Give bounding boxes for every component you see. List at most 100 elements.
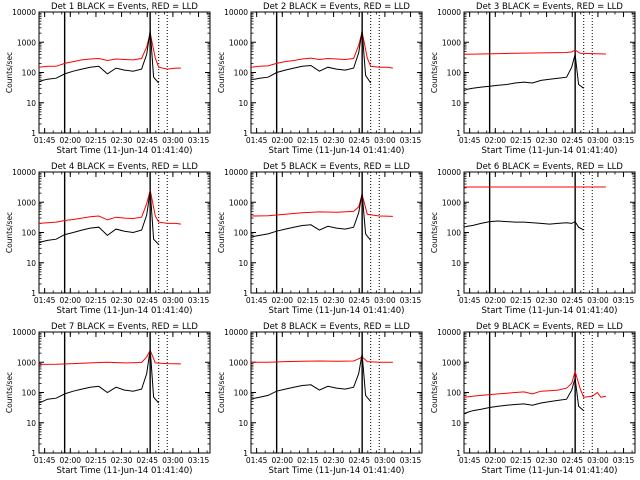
x-tick-label: 03:00	[374, 456, 396, 465]
y-tick-label: 100	[234, 389, 249, 398]
chart-title: Det 7 BLACK = Events, RED = LLD	[51, 322, 198, 332]
y-tick-label: 100	[447, 229, 462, 238]
chart-panel-8: Det 8 BLACK = Events, RED = LLD Counts/se…	[217, 322, 423, 476]
series-black-line	[463, 377, 585, 415]
x-tick-label: 02:00	[59, 136, 81, 145]
x-tick-label: 02:30	[323, 296, 345, 305]
y-axis-label: Counts/sec	[217, 212, 226, 253]
chart-panel-6: Det 6 BLACK = Events, RED = LLD Counts/se…	[430, 162, 636, 316]
y-axis-label: Counts/sec	[5, 372, 14, 413]
y-tick-label: 100	[447, 69, 462, 78]
series-red-line	[463, 49, 606, 55]
y-tick-label: 10000	[224, 8, 248, 17]
y-tick-label: 1000	[442, 198, 461, 207]
series-black-line	[250, 353, 372, 402]
series-red-line	[251, 356, 393, 363]
y-tick-label: 100	[22, 389, 37, 398]
y-axis-label: Counts/sec	[217, 52, 226, 93]
x-tick-label: 03:15	[188, 136, 210, 145]
x-tick-label: 03:15	[400, 136, 422, 145]
x-tick-label: 03:15	[613, 296, 635, 305]
x-tick-label: 02:45	[561, 456, 583, 465]
x-tick-label: 03:00	[374, 136, 396, 145]
x-tick-label: 02:30	[323, 456, 345, 465]
y-tick-label: 1000	[17, 358, 36, 367]
y-axis-label: Counts/sec	[430, 52, 439, 93]
y-tick-label: 10000	[12, 168, 36, 177]
y-tick-label: 10	[26, 99, 36, 108]
x-tick-label: 02:45	[136, 136, 158, 145]
chart-panel-1: Det 1 BLACK = Events, RED = LLD Counts/se…	[5, 2, 211, 156]
x-tick-label: 03:00	[162, 456, 184, 465]
x-tick-label: 03:15	[400, 456, 422, 465]
y-tick-label: 100	[22, 229, 37, 238]
x-tick-label: 01:45	[34, 136, 56, 145]
x-axis-label: Start Time (11-Jun-14 01:41:40)	[269, 466, 405, 476]
x-tick-label: 02:15	[510, 296, 532, 305]
x-tick-label: 02:00	[59, 296, 81, 305]
series-red-line	[38, 349, 181, 365]
x-tick-label: 02:45	[561, 136, 583, 145]
y-tick-label: 10	[26, 259, 36, 268]
x-tick-label: 01:45	[34, 296, 56, 305]
y-tick-label: 100	[447, 389, 462, 398]
x-tick-label: 02:15	[297, 136, 319, 145]
x-tick-label: 02:45	[348, 296, 370, 305]
x-tick-label: 02:45	[348, 456, 370, 465]
y-axis-label: Counts/sec	[430, 372, 439, 413]
y-tick-label: 1000	[229, 198, 248, 207]
series-red-line	[250, 192, 393, 217]
x-tick-label: 03:15	[613, 136, 635, 145]
x-axis-label: Start Time (11-Jun-14 01:41:40)	[57, 306, 193, 316]
y-tick-label: 10000	[12, 8, 36, 17]
x-axis-label: Start Time (11-Jun-14 01:41:40)	[482, 306, 618, 316]
series-red-line	[250, 31, 393, 69]
chart-panel-4: Det 4 BLACK = Events, RED = LLD Counts/se…	[5, 162, 211, 316]
y-tick-label: 10	[451, 99, 461, 108]
y-tick-label: 10	[26, 419, 36, 428]
series-red-line	[38, 32, 181, 70]
x-tick-label: 01:45	[34, 456, 56, 465]
y-tick-label: 10000	[437, 8, 461, 17]
y-tick-label: 10000	[437, 168, 461, 177]
y-tick-label: 1000	[17, 198, 36, 207]
x-tick-label: 02:00	[484, 456, 506, 465]
y-axis-label: Counts/sec	[5, 52, 14, 93]
x-tick-label: 03:15	[188, 456, 210, 465]
y-tick-label: 100	[234, 229, 249, 238]
y-tick-label: 10000	[224, 328, 248, 337]
x-tick-label: 02:45	[136, 296, 158, 305]
series-red-line	[38, 190, 181, 225]
x-tick-label: 01:45	[459, 136, 481, 145]
x-tick-label: 02:00	[59, 456, 81, 465]
x-tick-label: 02:30	[536, 456, 558, 465]
x-axis-label: Start Time (11-Jun-14 01:41:40)	[269, 146, 405, 156]
x-tick-label: 02:15	[297, 296, 319, 305]
x-tick-label: 02:15	[85, 296, 107, 305]
x-tick-label: 02:00	[271, 296, 293, 305]
y-tick-label: 1	[243, 289, 248, 298]
y-tick-label: 1000	[442, 358, 461, 367]
y-tick-label: 100	[234, 69, 249, 78]
x-tick-label: 02:15	[510, 136, 532, 145]
y-tick-label: 10	[451, 259, 461, 268]
x-tick-label: 02:00	[271, 136, 293, 145]
y-axis-label: Counts/sec	[217, 372, 226, 413]
y-tick-label: 10000	[224, 168, 248, 177]
y-tick-label: 1	[243, 449, 248, 458]
chart-title: Det 1 BLACK = Events, RED = LLD	[51, 2, 198, 12]
x-tick-label: 02:15	[297, 456, 319, 465]
series-black-line	[38, 349, 160, 404]
x-tick-label: 03:00	[162, 136, 184, 145]
y-tick-label: 10	[238, 259, 248, 268]
y-tick-label: 1000	[442, 38, 461, 47]
x-tick-label: 02:00	[484, 136, 506, 145]
x-tick-label: 02:00	[484, 296, 506, 305]
y-tick-label: 1	[31, 129, 36, 138]
x-tick-label: 02:30	[536, 136, 558, 145]
y-axis-label: Counts/sec	[5, 212, 14, 253]
x-tick-label: 01:45	[459, 296, 481, 305]
x-tick-label: 02:45	[348, 136, 370, 145]
